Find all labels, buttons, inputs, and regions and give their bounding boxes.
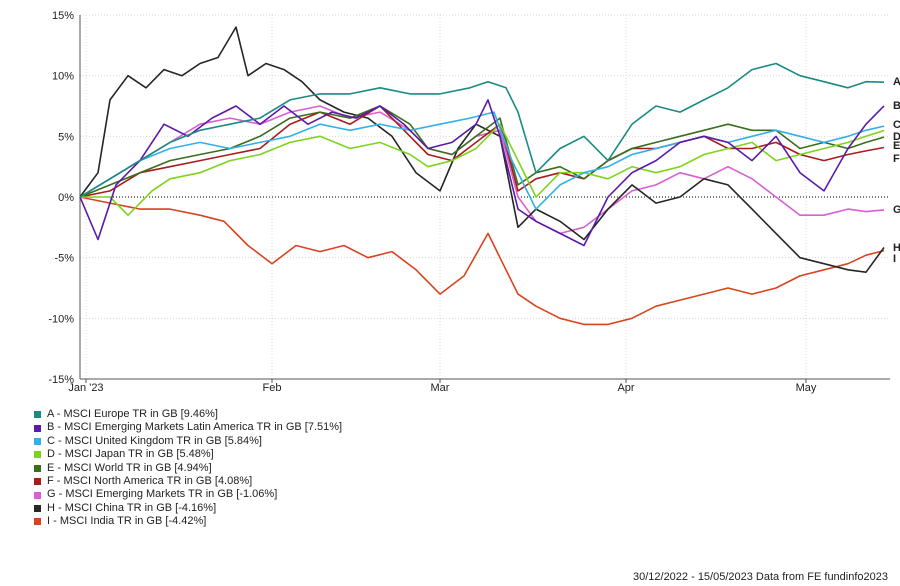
legend-item-a: A - MSCI Europe TR in GB [9.46%] bbox=[34, 408, 342, 421]
legend-swatch-h bbox=[34, 504, 41, 512]
legend-item-c: C - MSCI United Kingdom TR in GB [5.84%] bbox=[34, 435, 342, 448]
legend: A - MSCI Europe TR in GB [9.46%] B - MSC… bbox=[34, 408, 342, 529]
series-end-label-f: F bbox=[893, 153, 900, 165]
legend-item-f: F - MSCI North America TR in GB [4.08%] bbox=[34, 475, 342, 488]
series-end-label-h: H bbox=[893, 242, 900, 254]
y-tick-label: -10% bbox=[48, 313, 74, 325]
legend-label-f: F - MSCI North America TR in GB [4.08%] bbox=[47, 474, 253, 487]
y-tick-label: -5% bbox=[54, 253, 74, 265]
series-end-label-a: A bbox=[893, 76, 900, 88]
legend-swatch-b bbox=[34, 424, 41, 432]
series-line-b bbox=[79, 99, 885, 247]
y-tick-label: 5% bbox=[58, 131, 74, 143]
series-end-label-g: G bbox=[893, 204, 900, 216]
x-tick-label: Apr bbox=[617, 382, 634, 394]
legend-swatch-a bbox=[34, 411, 41, 419]
legend-label-b: B - MSCI Emerging Markets Latin America … bbox=[47, 421, 343, 434]
legend-item-e: E - MSCI World TR in GB [4.94%] bbox=[34, 462, 342, 475]
legend-item-i: I - MSCI India TR in GB [-4.42%] bbox=[34, 515, 342, 528]
series-line-e bbox=[79, 105, 885, 198]
series-end-label-d: D bbox=[893, 131, 900, 143]
y-tick-label: 15% bbox=[52, 10, 74, 22]
legend-label-h: H - MSCI China TR in GB [-4.16%] bbox=[47, 501, 217, 514]
legend-label-g: G - MSCI Emerging Markets TR in GB [-1.0… bbox=[47, 488, 278, 501]
footer-source: 30/12/2022 - 15/05/2023 Data from FE fun… bbox=[632, 571, 888, 583]
legend-swatch-g bbox=[34, 491, 41, 499]
legend-swatch-e bbox=[34, 464, 41, 472]
legend-swatch-d bbox=[34, 451, 41, 459]
x-tick-label: Jan '23 bbox=[68, 382, 103, 394]
series-end-label-b: B bbox=[893, 100, 900, 112]
y-tick-label: 10% bbox=[52, 71, 74, 83]
series-line-i bbox=[79, 196, 885, 326]
series-line-g bbox=[79, 105, 885, 235]
series-end-label-i: I bbox=[893, 253, 896, 265]
y-tick-label: -15% bbox=[48, 374, 74, 386]
legend-label-a: A - MSCI Europe TR in GB [9.46%] bbox=[47, 408, 218, 420]
series-line-c bbox=[79, 111, 885, 210]
legend-item-b: B - MSCI Emerging Markets Latin America … bbox=[34, 421, 342, 434]
series-line-d bbox=[80, 123, 885, 216]
legend-item-d: D - MSCI Japan TR in GB [5.48%] bbox=[34, 448, 342, 461]
x-tick-label: Mar bbox=[431, 382, 450, 394]
x-tick-label: May bbox=[796, 382, 817, 394]
legend-item-h: H - MSCI China TR in GB [-4.16%] bbox=[34, 502, 342, 515]
x-tick-label: Feb bbox=[263, 382, 282, 394]
legend-label-c: C - MSCI United Kingdom TR in GB [5.84%] bbox=[47, 434, 262, 447]
legend-swatch-i bbox=[34, 518, 41, 526]
series-end-label-c: C bbox=[893, 119, 900, 131]
series-line-a bbox=[79, 62, 885, 198]
legend-label-i: I - MSCI India TR in GB [-4.42%] bbox=[47, 515, 207, 528]
y-tick-label: 0% bbox=[58, 192, 74, 204]
legend-item-g: G - MSCI Emerging Markets TR in GB [-1.0… bbox=[34, 488, 342, 501]
legend-swatch-f bbox=[34, 478, 41, 486]
legend-label-d: D - MSCI Japan TR in GB [5.48%] bbox=[47, 448, 214, 461]
legend-label-e: E - MSCI World TR in GB [4.94%] bbox=[47, 461, 212, 474]
legend-swatch-c bbox=[34, 437, 41, 445]
series-line-h bbox=[79, 26, 885, 273]
series-end-label-e: E bbox=[893, 140, 900, 152]
